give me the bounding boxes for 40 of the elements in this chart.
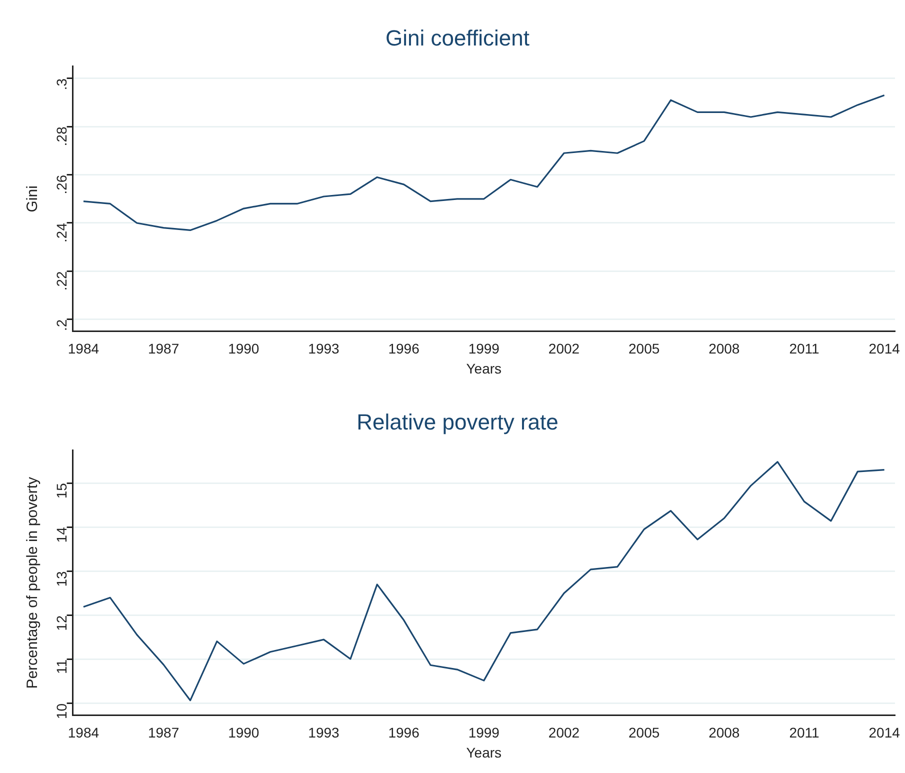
y-tick-label: .28 bbox=[54, 126, 70, 146]
y-axis-title: Percentage of people in poverty bbox=[24, 476, 42, 689]
y-tick-label: 15 bbox=[54, 482, 70, 499]
x-tick-label: 1999 bbox=[468, 340, 500, 357]
x-tick-label: 1984 bbox=[68, 340, 100, 357]
x-tick-label: 2005 bbox=[628, 340, 660, 357]
chart-title: Gini coefficient bbox=[386, 25, 530, 50]
y-axis-title: Gini bbox=[24, 186, 42, 212]
x-tick-label: 2014 bbox=[868, 724, 900, 741]
y-tick-label: .24 bbox=[54, 222, 70, 242]
x-tick-label: 1996 bbox=[388, 340, 420, 357]
x-tick-label: 1990 bbox=[228, 724, 260, 741]
x-tick-label: 2011 bbox=[789, 724, 820, 741]
x-tick-label: 1993 bbox=[308, 340, 340, 357]
x-tick-label: 1987 bbox=[148, 724, 180, 741]
x-tick-label: 2002 bbox=[548, 724, 580, 741]
y-tick-label: 11 bbox=[54, 659, 70, 674]
x-tick-label: 2011 bbox=[789, 340, 820, 357]
y-tick-label: .22 bbox=[54, 270, 70, 291]
chart-title: Relative poverty rate bbox=[356, 409, 558, 434]
x-tick-label: 1999 bbox=[468, 724, 500, 741]
y-tick-label: 10 bbox=[54, 703, 70, 720]
y-tick-label: .26 bbox=[54, 174, 70, 194]
x-axis-title: Years bbox=[466, 360, 502, 376]
x-tick-label: 1984 bbox=[68, 724, 100, 741]
x-tick-label: 1987 bbox=[148, 340, 180, 357]
x-tick-label: 1990 bbox=[228, 340, 260, 357]
y-tick-label: 13 bbox=[54, 571, 70, 587]
y-tick-label: 14 bbox=[54, 526, 70, 543]
y-tick-label: .3 bbox=[54, 78, 70, 90]
x-tick-label: 1996 bbox=[388, 724, 420, 741]
x-axis-title: Years bbox=[466, 744, 502, 760]
y-tick-label: .2 bbox=[54, 319, 70, 332]
x-tick-label: 2008 bbox=[708, 340, 740, 357]
x-tick-label: 2008 bbox=[708, 724, 740, 741]
x-tick-label: 2005 bbox=[628, 724, 660, 741]
x-tick-label: 2002 bbox=[548, 340, 580, 357]
y-tick-label: 12 bbox=[54, 615, 70, 631]
x-tick-label: 1993 bbox=[308, 724, 340, 741]
x-tick-label: 2014 bbox=[868, 340, 900, 357]
